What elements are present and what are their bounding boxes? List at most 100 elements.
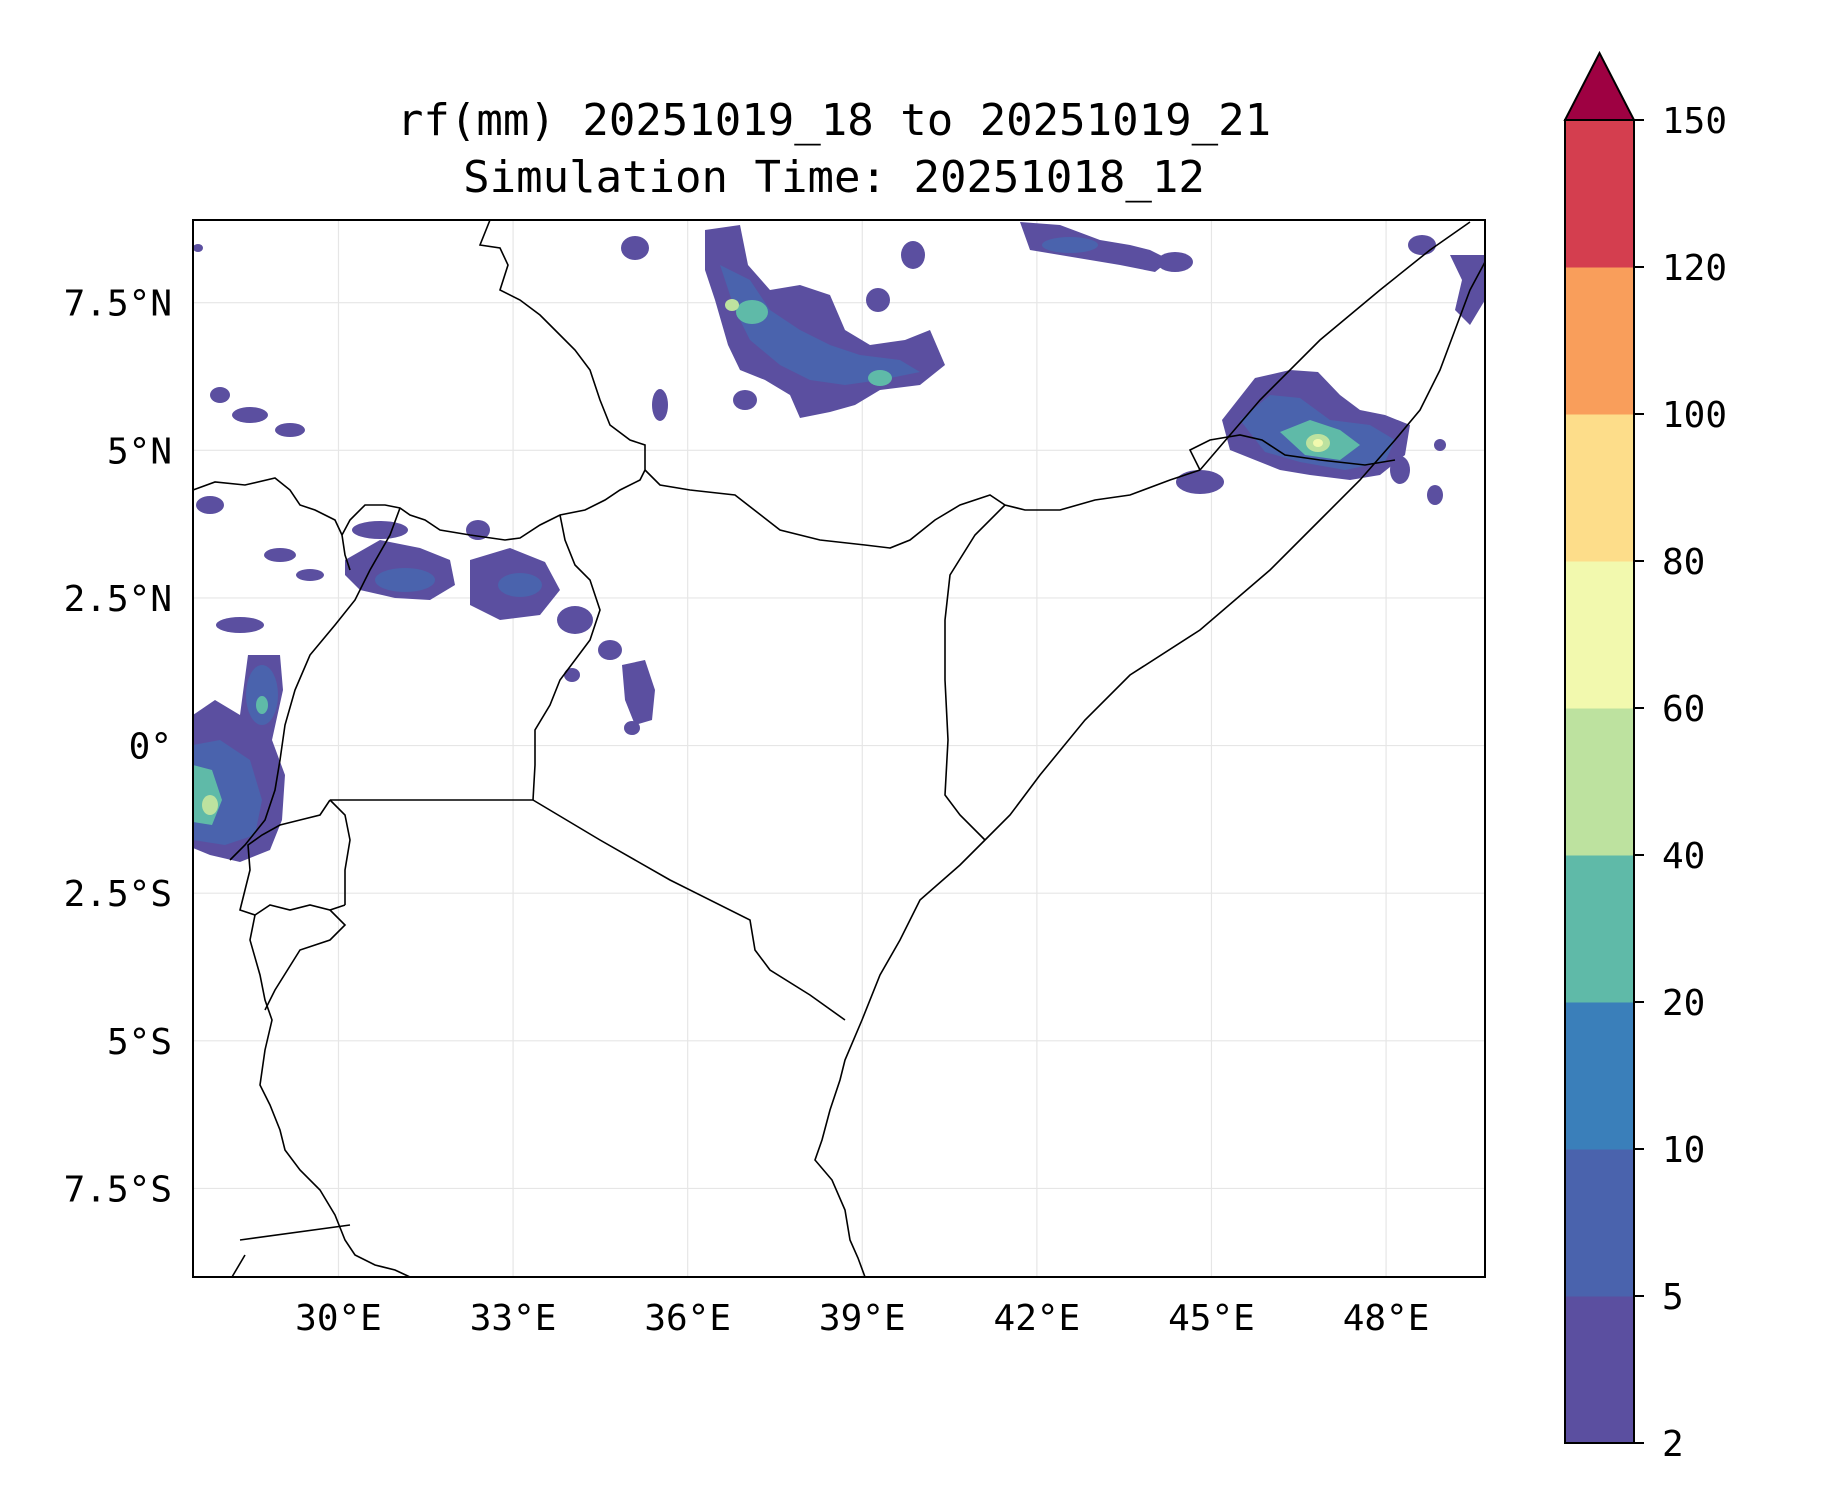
border-somalia-ethiopia [1188, 434, 1396, 471]
rain-cell [1434, 439, 1446, 451]
title-line-2: Simulation Time: 20251018_12 [463, 152, 1205, 203]
rain-blob-west-peak [202, 795, 218, 815]
colorbar-bands [1565, 120, 1634, 1444]
colorbar-tick-label: 150 [1662, 101, 1727, 142]
border-kenya-tanzania [532, 799, 846, 1021]
rain-cell [193, 244, 203, 252]
coastline-east-africa [814, 261, 1486, 1278]
border-ethiopia-kenya [644, 469, 1201, 549]
rainfall-contours [193, 222, 1485, 862]
rain-blob-kenya-west [622, 660, 655, 725]
colorbar-tick-label: 120 [1662, 248, 1727, 289]
colorbar-tick-label: 100 [1662, 395, 1727, 436]
rain-cell [352, 521, 408, 539]
rain-blob-uganda-core [375, 568, 435, 592]
map-panel [192, 219, 1486, 1278]
rain-blob-ethiopia-core [736, 300, 768, 324]
rain-cell [564, 668, 580, 682]
rain-blob-ne-corner [1450, 255, 1485, 325]
border-drc-west [192, 477, 343, 536]
border-burundi-west [264, 909, 347, 1011]
y-tick-label: 2.5°S [64, 874, 172, 915]
colorbar-frame [1564, 119, 1635, 1444]
border-south-sudan-ethiopia [341, 219, 646, 571]
rain-cell [1176, 470, 1224, 494]
rain-blob-somalia-peak-inner [1313, 439, 1323, 447]
rain-cell [1157, 252, 1193, 272]
x-tick-label: 36°E [644, 1298, 731, 1339]
y-tick-label: 2.5°N [64, 579, 172, 620]
border-ethiopia-somalia-line [1199, 221, 1471, 471]
colorbar-tick-label: 20 [1662, 983, 1705, 1024]
x-tick-label: 33°E [470, 1298, 557, 1339]
x-tick-label: 30°E [295, 1298, 382, 1339]
border-rwanda-burundi [239, 799, 346, 916]
rain-cell [901, 241, 925, 269]
rain-cell [264, 548, 296, 562]
rain-cell [196, 496, 224, 514]
rain-cell [621, 236, 649, 260]
y-tick-label: 5°S [107, 1022, 172, 1063]
colorbar-extend-arrow [1563, 50, 1636, 121]
colorbar-tick-labels: 2 5 10 20 40 60 80 100 120 150 [1634, 101, 1727, 1465]
rain-cell [1408, 235, 1436, 255]
border-kenya-somalia [944, 504, 1006, 841]
colorbar-band [1565, 267, 1634, 415]
borders-coastlines [192, 219, 1486, 1278]
y-axis-tick-labels: 7.5°N 5°N 2.5°N 0° 2.5°S 5°S 7.5°S [64, 284, 172, 1211]
colorbar-band [1565, 561, 1634, 709]
y-tick-label: 7.5°S [64, 1169, 172, 1210]
border-lake-tanganyika [249, 914, 411, 1278]
colorbar-band [1565, 120, 1634, 268]
colorbar-tick-label: 2 [1662, 1424, 1684, 1465]
colorbar-band [1565, 708, 1634, 856]
rain-cell [652, 389, 668, 421]
colorbar-band [1565, 855, 1634, 1003]
colorbar-tick-label: 5 [1662, 1277, 1684, 1318]
colorbar-band [1565, 1149, 1634, 1297]
rain-blob-ethiopia-mid [720, 265, 920, 385]
rain-cell [733, 390, 757, 410]
rain-blob-west-north [246, 665, 278, 725]
colorbar-tick-label: 80 [1662, 542, 1705, 583]
x-tick-label: 42°E [994, 1298, 1081, 1339]
rain-cell [866, 288, 890, 312]
rain-cell [557, 606, 593, 634]
y-tick-label: 5°N [107, 431, 172, 472]
rain-blob-west-north-core [256, 696, 268, 714]
y-tick-label: 7.5°N [64, 284, 172, 325]
colorbar-band [1565, 1296, 1634, 1444]
rain-cell [216, 617, 264, 633]
rain-blob-ne-ethiopia-core [1042, 237, 1098, 253]
rain-cell [624, 721, 640, 735]
rain-cell [275, 423, 305, 437]
colorbar-tick-label: 60 [1662, 689, 1705, 730]
x-tick-label: 48°E [1343, 1298, 1430, 1339]
rain-cell [1427, 485, 1443, 505]
colorbar: 2 5 10 20 40 60 80 100 120 150 [1563, 50, 1727, 1465]
colorbar-tick-label: 10 [1662, 1130, 1705, 1171]
colorbar-tick-label: 40 [1662, 836, 1705, 877]
rain-cell [598, 640, 622, 660]
border-tanzania-malawi [231, 1254, 246, 1278]
rain-blob-ethiopia-core-2 [868, 370, 892, 386]
x-axis-tick-labels: 30°E 33°E 36°E 39°E 42°E 45°E 48°E [295, 1298, 1429, 1339]
map-frame [192, 219, 1486, 1278]
border-kenya-uganda [532, 514, 601, 801]
x-tick-label: 39°E [819, 1298, 906, 1339]
rain-blob-ethiopia-peak [725, 299, 739, 311]
rain-cell [232, 407, 268, 423]
border-tanzania-zambia [239, 1224, 351, 1241]
x-tick-label: 45°E [1168, 1298, 1255, 1339]
rain-cell [210, 387, 230, 403]
colorbar-band [1565, 414, 1634, 562]
y-tick-label: 0° [129, 727, 172, 768]
border-uganda-drc [229, 507, 401, 861]
rain-cell [1390, 456, 1410, 484]
gridlines [193, 220, 1485, 1277]
border-burundi-tanzania [329, 799, 351, 905]
rain-blob-uganda-east-core [498, 573, 542, 597]
colorbar-band [1565, 1002, 1634, 1150]
title-line-1: rf(mm) 20251019_18 to 20251019_21 [397, 95, 1271, 146]
